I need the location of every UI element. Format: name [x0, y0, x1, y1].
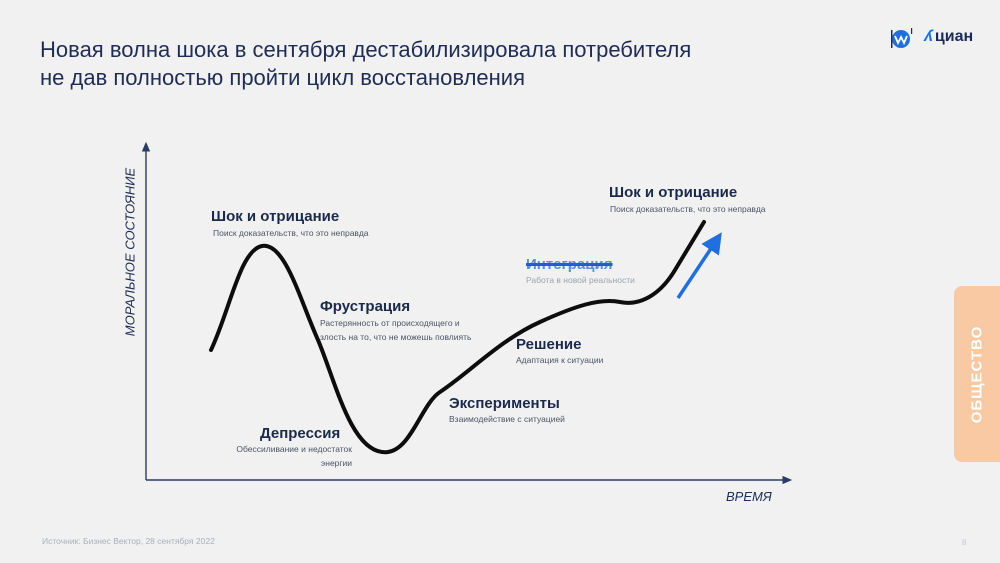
cian-logo-text: циан [934, 28, 974, 45]
page-title: Новая волна шока в сентября дестабилизир… [40, 36, 691, 92]
rising-arrow-icon [676, 232, 722, 299]
page-number: 8 [962, 538, 967, 547]
section-tab-society[interactable]: ОБЩЕСТВО [954, 286, 1000, 462]
stage-subtitle-depression-1: Обессиливание и недостаток [236, 444, 352, 454]
stage-title-integration-crossed: Интеграция [526, 256, 613, 273]
stage-subtitle-frustration-2: злость на то, что не можешь повлиять [320, 332, 472, 342]
stage-subtitle-depression-2: энергии [320, 458, 352, 468]
emotional-curve [209, 220, 706, 455]
stage-title-frustration: Фрустрация [320, 298, 411, 315]
stage-title-experiments: Эксперименты [449, 395, 560, 412]
logos: ʎ циан [888, 24, 988, 54]
x-axis-label: ВРЕМЯ [726, 489, 772, 504]
stage-subtitle-shock-1: Поиск доказательств, что это неправда [213, 228, 369, 238]
y-axis-label: МОРАЛЬНОЕ СОСТОЯНИЕ [122, 167, 138, 337]
stage-title-decision: Решение [516, 336, 582, 353]
title-line-1: Новая волна шока в сентября дестабилизир… [40, 37, 692, 62]
section-tab-label: ОБЩЕСТВО [968, 325, 986, 423]
cian-logo: ʎ циан [924, 28, 973, 46]
stage-subtitle-decision: Адаптация к ситуации [516, 355, 604, 365]
stage-title-depression: Депрессия [260, 425, 341, 442]
stage-subtitle-integration: Работа в новой реальности [526, 275, 635, 285]
title-line-2: не дав полностью пройти цикл восстановле… [40, 65, 525, 90]
stage-title-shock-1: Шок и отрицание [211, 208, 340, 225]
stage-subtitle-frustration-1: Растерянность от происходящего и [320, 318, 460, 328]
stage-subtitle-experiments: Взаимодействие с ситуацией [449, 414, 565, 424]
eye-logo-icon [891, 28, 913, 48]
stage-title-shock-2: Шок и отрицание [609, 184, 738, 201]
stage-subtitle-shock-2: Поиск доказательств, что это неправда [610, 204, 766, 214]
cian-person-icon: ʎ [924, 28, 933, 45]
source-note: Источник: Бизнес Вектор, 28 сентября 202… [42, 536, 215, 546]
